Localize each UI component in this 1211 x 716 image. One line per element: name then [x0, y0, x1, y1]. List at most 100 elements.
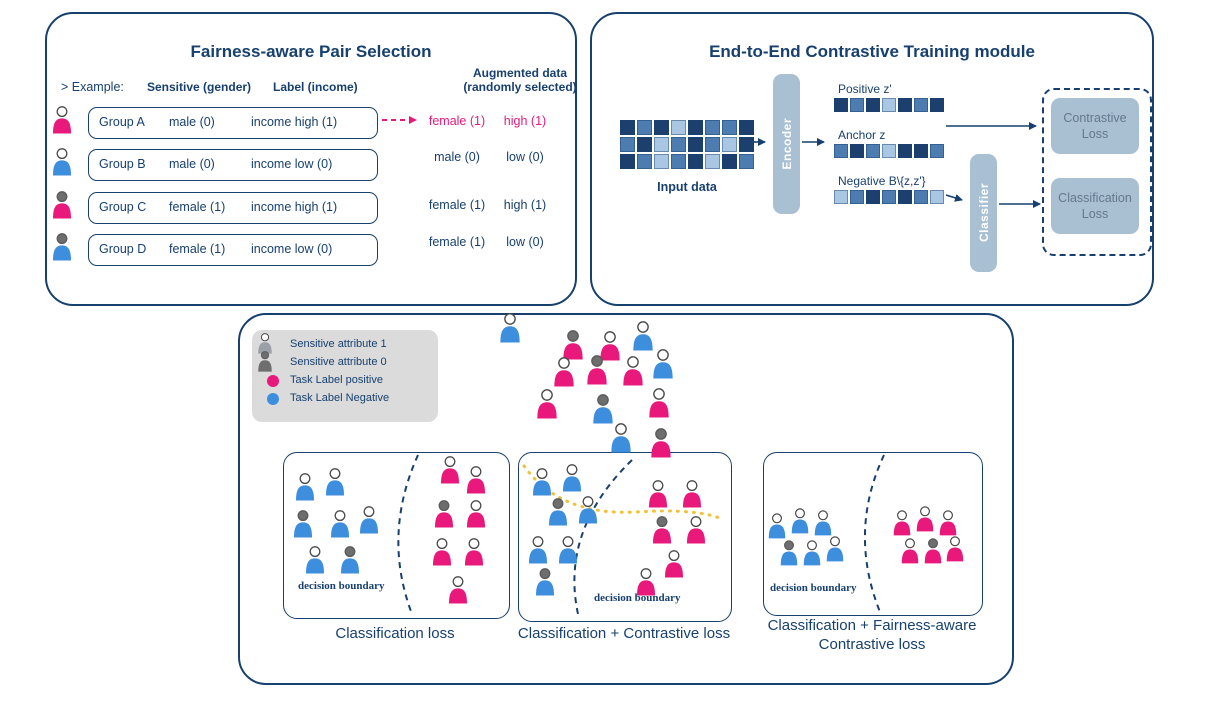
person-icon — [467, 466, 485, 494]
heatmap-cell — [688, 154, 703, 169]
input-row-3 — [620, 154, 754, 169]
group-b-name: Group B — [99, 157, 146, 171]
person-icon — [803, 540, 821, 566]
person-icon — [331, 510, 349, 538]
pair-selection-panel: Fairness-aware Pair Selection > Example:… — [45, 12, 577, 306]
person-icon — [258, 351, 272, 372]
boundary-label-3: decision boundary — [770, 582, 857, 594]
encoder-module: Encoder — [773, 74, 800, 214]
encoder-label: Encoder — [779, 118, 794, 170]
heatmap-cell — [671, 120, 686, 135]
group-c-aug-sensitive: female (1) — [428, 198, 486, 212]
heatmap-cell — [882, 98, 896, 112]
loss-group-box — [1042, 88, 1152, 256]
legend-positive-label: Task Label positive — [290, 374, 383, 386]
heatmap-cell — [898, 190, 912, 204]
heatmap-cell — [739, 120, 754, 135]
caption-contrastive: Classification + Contrastive loss — [517, 625, 731, 642]
person-icon — [611, 423, 631, 453]
group-d-aug-label: low (0) — [506, 235, 544, 249]
group-b-row: Group B male (0) income low (0) — [88, 149, 378, 181]
legend-sensitive-1-label: Sensitive attribute 1 — [290, 338, 387, 350]
augmented-data-header-line1: Augmented data — [472, 66, 567, 80]
heatmap-cell — [866, 190, 880, 204]
heatmap-cell — [671, 154, 686, 169]
heatmap-cell — [930, 98, 944, 112]
group-d-sensitive: female (1) — [169, 242, 226, 256]
person-icon — [441, 456, 459, 484]
group-a-row: Group A male (0) income high (1) — [88, 107, 378, 139]
person-icon — [360, 506, 378, 534]
caption-fairness-contrastive: Classification + Fairness-aware Contrast… — [767, 617, 977, 653]
heatmap-cell — [882, 190, 896, 204]
group-d-name: Group D — [99, 242, 147, 256]
heatmap-cell — [930, 190, 944, 204]
person-icon — [633, 321, 653, 351]
heatmap-cell — [882, 144, 896, 158]
person-icon — [500, 313, 520, 343]
heatmap-cell — [930, 144, 944, 158]
heatmap-cell — [834, 190, 848, 204]
person-icon — [665, 550, 683, 578]
group-a-name: Group A — [99, 115, 145, 129]
heatmap-cell — [637, 120, 652, 135]
group-a-aug-label: high (1) — [503, 114, 547, 128]
contrastive-loss-box: Contrastive Loss — [1051, 98, 1139, 154]
training-module-panel: End-to-End Contrastive Training module I… — [590, 12, 1154, 306]
person-icon — [554, 357, 574, 387]
heatmap-cell — [850, 190, 864, 204]
heatmap-cell — [654, 120, 669, 135]
group-d-aug-sensitive: female (1) — [428, 235, 486, 249]
heatmap-cell — [722, 120, 737, 135]
person-icon — [306, 546, 324, 574]
positive-representation — [834, 98, 944, 112]
person-icon — [326, 468, 344, 496]
heatmap-cell — [637, 137, 652, 152]
person-icon — [465, 538, 483, 566]
person-icon — [593, 394, 613, 424]
heatmap-cell — [688, 137, 703, 152]
person-icon — [467, 500, 485, 528]
person-icon — [587, 355, 607, 385]
heatmap-cell — [834, 144, 848, 158]
person-icon — [600, 331, 620, 361]
column-header-sensitive: Sensitive (gender) — [147, 80, 252, 94]
heatmap-cell — [705, 154, 720, 169]
heatmap-cell — [671, 137, 686, 152]
augmented-data-header: Augmented data (randomly selected) — [435, 66, 605, 94]
example-label: > Example: — [61, 80, 124, 94]
group-c-aug-label: high (1) — [503, 198, 547, 212]
group-b-aug-sensitive: male (0) — [434, 150, 480, 164]
heatmap-cell — [722, 137, 737, 152]
person-icon — [623, 356, 643, 386]
input-row-1 — [620, 120, 754, 135]
person-icon — [814, 510, 832, 536]
person-icon — [341, 546, 359, 574]
group-b-aug-label: low (0) — [506, 150, 544, 164]
person-icon — [649, 388, 669, 418]
group-c-name: Group C — [99, 200, 147, 214]
negative-representation — [834, 190, 944, 204]
heatmap-cell — [654, 137, 669, 152]
person-icon — [53, 106, 71, 134]
person-icon — [653, 516, 671, 544]
anchor-label: Anchor z — [838, 128, 886, 142]
person-icon — [563, 464, 581, 492]
person-icon — [529, 536, 547, 564]
heatmap-cell — [620, 120, 635, 135]
person-icon — [559, 536, 577, 564]
person-icon — [579, 496, 597, 524]
group-d-label: income low (0) — [251, 242, 333, 256]
classifier-module: Classifier — [970, 154, 997, 272]
person-icon — [549, 498, 567, 526]
legend-negative-label: Task Label Negative — [290, 392, 390, 404]
person-icon — [537, 389, 557, 419]
person-icon — [939, 510, 957, 536]
legend-positive-dot — [267, 375, 279, 387]
heatmap-cell — [850, 144, 864, 158]
group-a-aug-sensitive: female (1) — [428, 114, 486, 128]
legend-negative-dot — [267, 393, 279, 405]
person-icon — [296, 473, 314, 501]
heatmap-cell — [914, 98, 928, 112]
